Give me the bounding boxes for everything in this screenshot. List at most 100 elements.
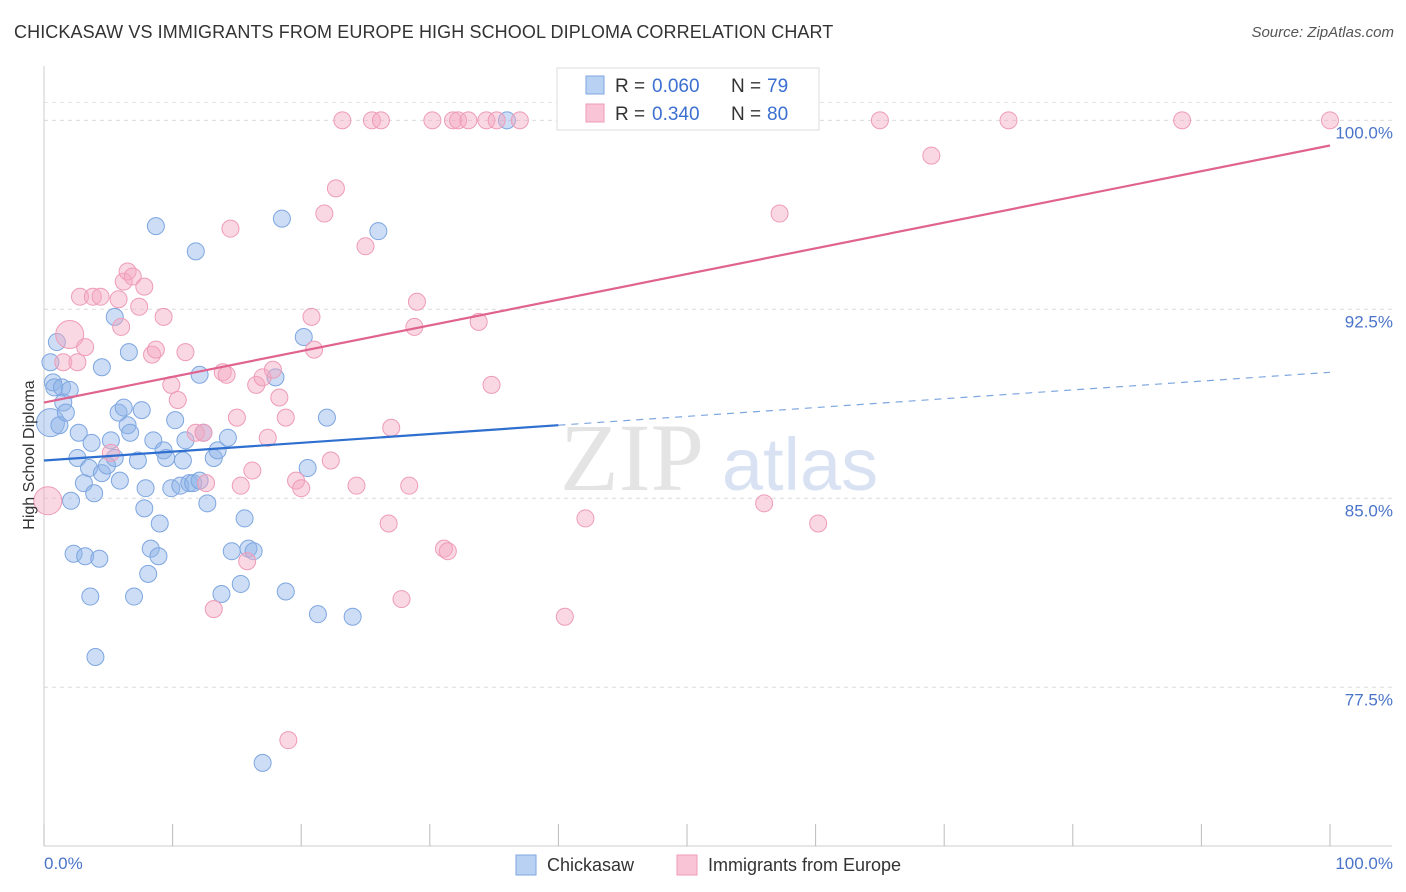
point-europe [146, 340, 165, 359]
point-chickasaw [82, 433, 101, 452]
point-chickasaw [222, 542, 241, 561]
point-europe [443, 111, 462, 130]
point-chickasaw [369, 222, 388, 241]
point-europe [449, 111, 468, 130]
trend-lines [43, 144, 1331, 462]
point-chickasaw [266, 368, 285, 387]
point-europe [356, 237, 375, 256]
point-europe [276, 408, 295, 427]
point-chickasaw [69, 423, 88, 442]
point-europe [247, 375, 266, 394]
point-chickasaw [176, 431, 195, 450]
point-europe [130, 297, 149, 316]
chart-title: CHICKASAW VS IMMIGRANTS FROM EUROPE HIGH… [14, 22, 834, 42]
axes [43, 66, 1392, 847]
point-chickasaw [198, 494, 217, 513]
point-europe [91, 287, 110, 306]
series-legend: Chickasaw Immigrants from Europe [515, 854, 901, 876]
point-chickasaw [121, 423, 140, 442]
point-europe [347, 476, 366, 495]
point-chickasaw [76, 547, 95, 566]
y-tick-labels: 77.5% 85.0% 92.5% 100.0% [1335, 123, 1393, 709]
point-europe [83, 287, 102, 306]
x-tick-label-min: 0.0% [44, 854, 83, 873]
point-chickasaw [146, 217, 165, 236]
point-europe [755, 494, 774, 513]
point-chickasaw [81, 587, 100, 606]
point-europe [999, 111, 1018, 130]
point-chickasaw [41, 353, 60, 372]
point-europe [135, 277, 154, 296]
point-europe [123, 267, 142, 286]
point-chickasaw [118, 416, 137, 435]
point-europe [176, 343, 195, 362]
point-chickasaw [272, 209, 291, 228]
point-chickasaw [119, 343, 138, 362]
point-europe [101, 443, 120, 462]
source-label: Source: ZipAtlas.com [1251, 24, 1394, 41]
y-tick-label: 100.0% [1335, 123, 1393, 142]
point-europe [238, 552, 257, 571]
legend-n-label-2: N = [731, 104, 761, 125]
legend-n-label-1: N = [731, 76, 761, 97]
point-europe [333, 111, 352, 130]
point-chickasaw [110, 471, 129, 490]
point-chickasaw [298, 459, 317, 478]
point-europe [109, 290, 128, 309]
point-chickasaw [64, 544, 83, 563]
point-chickasaw [231, 574, 250, 593]
point-europe [922, 146, 941, 165]
point-europe [114, 272, 133, 291]
point-chickasaw [56, 403, 75, 422]
point-europe [423, 111, 442, 130]
point-chickasaw [92, 358, 111, 377]
point-europe [510, 111, 529, 130]
point-chickasaw [114, 398, 133, 417]
point-chickasaw [317, 408, 336, 427]
point-chickasaw [128, 451, 147, 470]
point-europe [382, 418, 401, 437]
point-chickasaw [173, 451, 192, 470]
point-europe [253, 368, 272, 387]
point-europe [55, 319, 85, 349]
point-europe [576, 509, 595, 528]
point-chickasaw [343, 607, 362, 626]
point-chickasaw [497, 111, 516, 130]
point-chickasaw [212, 585, 231, 604]
point-chickasaw [105, 307, 124, 326]
point-europe [118, 262, 137, 281]
point-europe [221, 219, 240, 238]
watermark-zip: ZIP [560, 404, 704, 511]
point-europe [379, 514, 398, 533]
point-europe [482, 375, 501, 394]
point-europe [217, 365, 236, 384]
point-europe [870, 111, 889, 130]
point-chickasaw [86, 648, 105, 667]
point-chickasaw [109, 403, 128, 422]
y-tick-label: 77.5% [1345, 690, 1393, 709]
point-europe [76, 338, 95, 357]
y-axis-label: High School Diploma [21, 380, 38, 530]
legend-swatch-europe [585, 103, 605, 123]
point-europe [197, 474, 216, 493]
point-europe [263, 360, 282, 379]
legend-n-value-chickasaw: 79 [767, 76, 788, 97]
point-europe [112, 317, 131, 336]
bottom-legend-chickasaw: Chickasaw [547, 855, 635, 875]
point-europe [438, 542, 457, 561]
point-europe [186, 423, 205, 442]
point-europe [487, 111, 506, 130]
point-europe [400, 476, 419, 495]
point-europe [362, 111, 381, 130]
x-tick-labels: 0.0% 100.0% [44, 854, 1393, 873]
point-chickasaw [149, 547, 168, 566]
x-tick-label-max: 100.0% [1335, 854, 1393, 873]
legend-r-label-2: R = [615, 104, 645, 125]
point-europe [68, 353, 87, 372]
point-chickasaw [208, 441, 227, 460]
point-europe [809, 514, 828, 533]
legend-r-label-1: R = [615, 76, 645, 97]
y-tick-label: 85.0% [1345, 501, 1393, 520]
watermark-atlas: atlas [722, 423, 878, 506]
